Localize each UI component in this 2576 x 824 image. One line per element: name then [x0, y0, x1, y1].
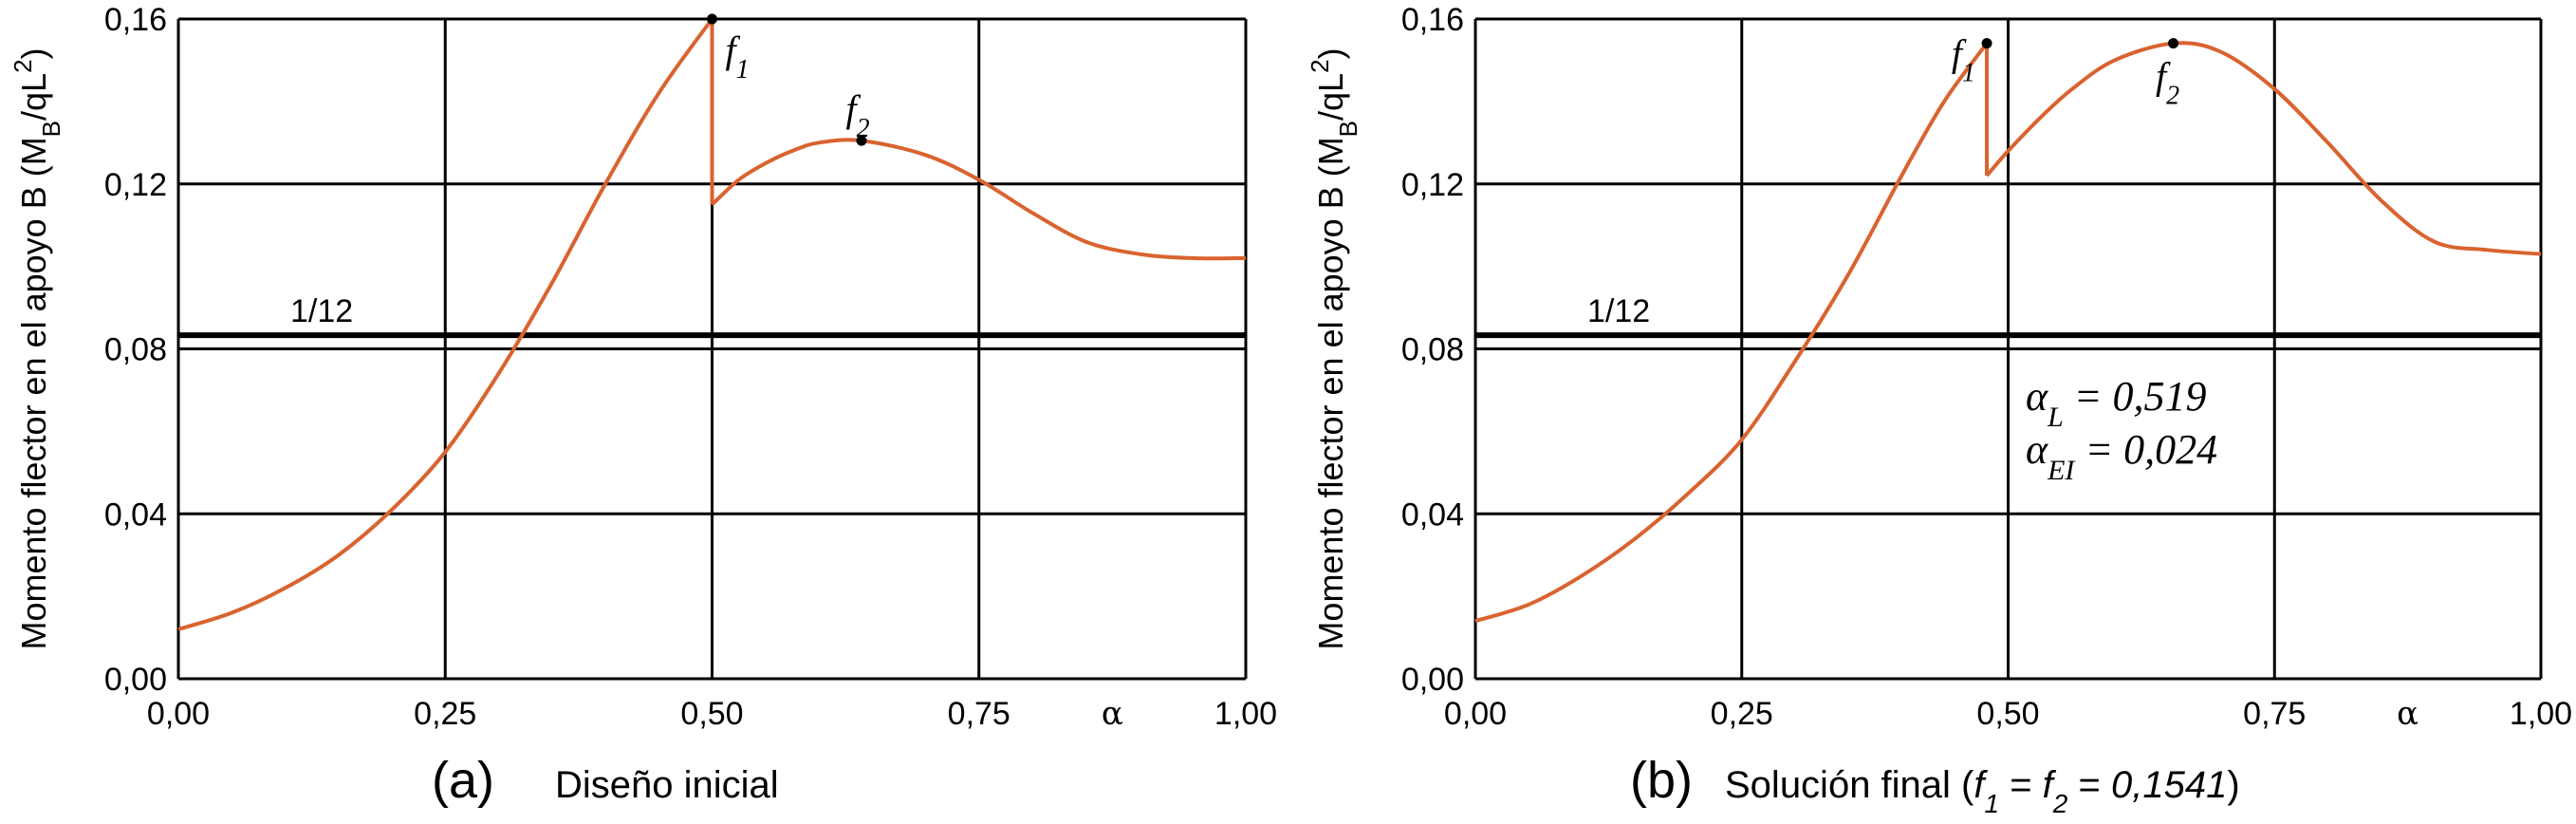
y-tick-label-2: 0,08 — [104, 332, 167, 368]
y-tick-label-3: 0,12 — [1401, 167, 1464, 203]
x-axis-label: α — [1102, 695, 1123, 733]
y-tick-label-1: 0,04 — [1401, 496, 1464, 533]
caption-f1-sub: 1 — [1985, 789, 2000, 818]
annotation-sub-0: L — [2047, 402, 2064, 433]
point-label-f2-sub: 2 — [2166, 81, 2179, 110]
y-axis-label-sub: B — [37, 121, 65, 137]
x-axis-label: α — [2397, 695, 2418, 733]
caption-eq1: = — [1999, 764, 2043, 806]
series-line-left — [177, 17, 714, 631]
caption-text: Solución final (f1 = f2 = 0,1541) — [1725, 764, 2240, 818]
point-label-f1-sub: 1 — [736, 55, 750, 84]
series-line-right — [711, 138, 1247, 261]
y-tick-label-4: 0,16 — [104, 2, 167, 38]
series-line-right — [1985, 41, 2542, 256]
point-f2 — [2168, 38, 2179, 49]
reference-line-label: 1/12 — [1587, 293, 1650, 329]
point-label-f2-sub: 2 — [857, 114, 870, 143]
y-tick-label-0: 0,00 — [104, 662, 167, 698]
point-label-f2: f2 — [845, 87, 869, 143]
x-tick-label-4: 1,00 — [2510, 696, 2572, 732]
y-tick-label-3: 0,12 — [104, 167, 167, 203]
y-tick-label-4: 0,16 — [1401, 2, 1464, 38]
caption-value: 0,1541 — [2111, 764, 2227, 806]
annotation-line-1: αEI = 0,024 — [2026, 426, 2217, 486]
y-axis-label: Momento flector en el apoyo B (MB/qL2) — [1306, 47, 1362, 649]
annotation-line-0: αL = 0,519 — [2026, 373, 2207, 433]
y-axis-label-main: Momento flector en el apoyo B (M — [14, 137, 53, 649]
y-axis-label-end: ) — [14, 47, 53, 59]
caption-main: Diseño inicial — [555, 764, 779, 806]
y-axis-label: Momento flector en el apoyo B (MB/qL2) — [9, 47, 65, 649]
x-tick-label-4: 1,00 — [1214, 696, 1277, 732]
annotation-text-0: = 0,519 — [2064, 373, 2207, 420]
x-tick-label-0: 0,00 — [147, 696, 210, 732]
y-axis-label-sub: B — [1334, 121, 1362, 137]
y-tick-label-1: 0,04 — [104, 496, 167, 533]
reference-line-label: 1/12 — [290, 293, 353, 329]
panel-a: 1/12 0,00 0,25 0,50 0,75 1,00 α 0,00 0,04 0,08 0,1… — [9, 2, 1277, 809]
y-axis-label-main: Momento flector en el apoyo B (M — [1311, 137, 1350, 649]
y-tick-label-0: 0,00 — [1401, 662, 1464, 698]
panel-b: 1/12 0,00 0,25 0,50 0,75 1,00 α 0,00 0,04 0,08 0,1… — [1306, 2, 2572, 818]
point-f1 — [1981, 38, 1992, 49]
y-axis-label-tail: /qL — [1311, 73, 1350, 121]
caption-f2-sub: 2 — [2052, 789, 2068, 818]
point-label-f2: f2 — [2156, 55, 2179, 111]
series-line-left — [1474, 42, 1989, 624]
annotation-sub-1: EI — [2047, 455, 2076, 486]
y-axis-label-sup: 2 — [1306, 59, 1334, 72]
point-f2 — [856, 135, 867, 146]
caption-letter: (a) — [432, 752, 494, 809]
annotation-text-1: = 0,024 — [2074, 426, 2217, 473]
x-tick-label-1: 0,25 — [414, 696, 476, 732]
x-tick-label-1: 0,25 — [1711, 696, 1773, 732]
x-tick-label-0: 0,00 — [1444, 696, 1507, 732]
point-label-f1: f1 — [726, 28, 750, 84]
y-axis-label-sup: 2 — [9, 59, 37, 72]
y-axis-label-end: ) — [1311, 47, 1350, 59]
caption-main: Solución final ( — [1725, 764, 1974, 806]
point-label-f1: f1 — [1952, 32, 1975, 88]
x-tick-label-3: 0,75 — [948, 696, 1010, 732]
point-label-f1-sub: 1 — [1962, 58, 1975, 87]
caption-text: Diseño inicial — [555, 764, 779, 806]
x-tick-label-3: 0,75 — [2243, 696, 2306, 732]
x-tick-label-2: 0,50 — [680, 696, 743, 732]
point-f1 — [707, 13, 717, 25]
caption-end: ) — [2227, 764, 2239, 806]
y-axis-label-tail: /qL — [14, 73, 53, 121]
y-tick-label-2: 0,08 — [1401, 332, 1464, 368]
annotation-sym-1: α — [2026, 426, 2048, 473]
caption-eq2: = — [2067, 764, 2111, 806]
x-tick-label-2: 0,50 — [1976, 696, 2039, 732]
annotation-sym-0: α — [2026, 373, 2048, 420]
caption-letter: (b) — [1630, 752, 1693, 809]
